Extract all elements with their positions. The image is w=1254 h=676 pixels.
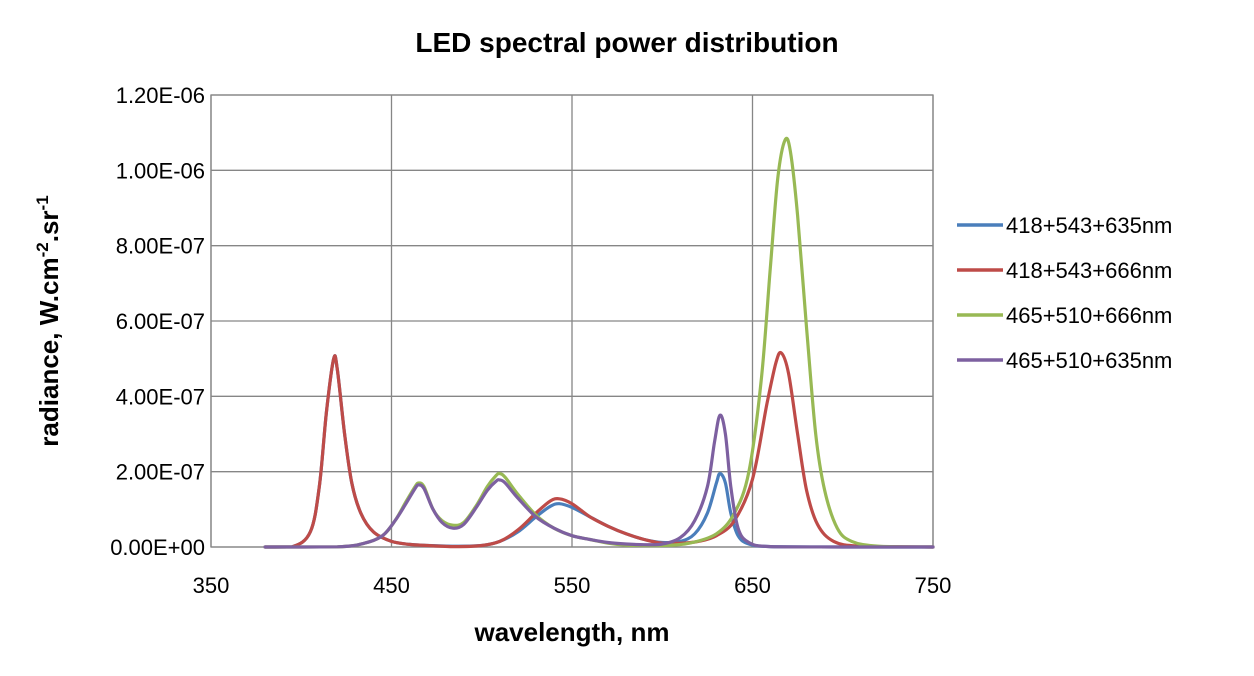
x-axis-ticks: 350 450 550 650 750: [193, 573, 952, 598]
y-axis-ticks: 0.00E+00 2.00E-07 4.00E-07 6.00E-07 8.00E-07…: [110, 83, 205, 560]
y-tick-label: 8.00E-07: [116, 234, 205, 259]
legend-label: 418+543+635nm: [1006, 213, 1172, 238]
x-tick-label: 550: [554, 573, 591, 598]
series-line-2: [263, 350, 935, 549]
y-axis-label-base: radiance, W.cm: [34, 257, 64, 446]
y-tick-label: 0.00E+00: [110, 535, 205, 560]
x-axis-label: wavelength, nm: [473, 617, 669, 647]
legend-label: 465+510+635nm: [1006, 348, 1172, 373]
plot-area: [210, 94, 935, 549]
y-tick-label: 6.00E-07: [116, 309, 205, 334]
x-tick-label: 350: [193, 573, 230, 598]
y-axis-label: radiance, W.cm-2.sr-1: [33, 195, 64, 446]
y-axis-label-sup1: -2: [33, 242, 52, 257]
x-tick-label: 450: [373, 573, 410, 598]
legend-label: 418+543+666nm: [1006, 258, 1172, 283]
series-layer: [263, 136, 935, 549]
x-tick-label: 750: [915, 573, 952, 598]
legend: 418+543+635nm 418+543+666nm 465+510+666nm 4…: [957, 213, 1172, 373]
series-line-3: [263, 136, 935, 549]
series-line-4: [263, 413, 935, 549]
y-tick-label: 4.00E-07: [116, 384, 205, 409]
y-tick-label: 1.00E-06: [116, 158, 205, 183]
plot-frame: [210, 94, 934, 548]
y-tick-label: 2.00E-07: [116, 460, 205, 485]
y-axis-label-sup2: -1: [33, 195, 52, 210]
y-axis-label-mid: .sr: [34, 210, 64, 242]
x-tick-label: 650: [734, 573, 771, 598]
y-tick-label: 1.20E-06: [116, 83, 205, 108]
chart-title: LED spectral power distribution: [415, 27, 838, 58]
legend-label: 465+510+666nm: [1006, 303, 1172, 328]
